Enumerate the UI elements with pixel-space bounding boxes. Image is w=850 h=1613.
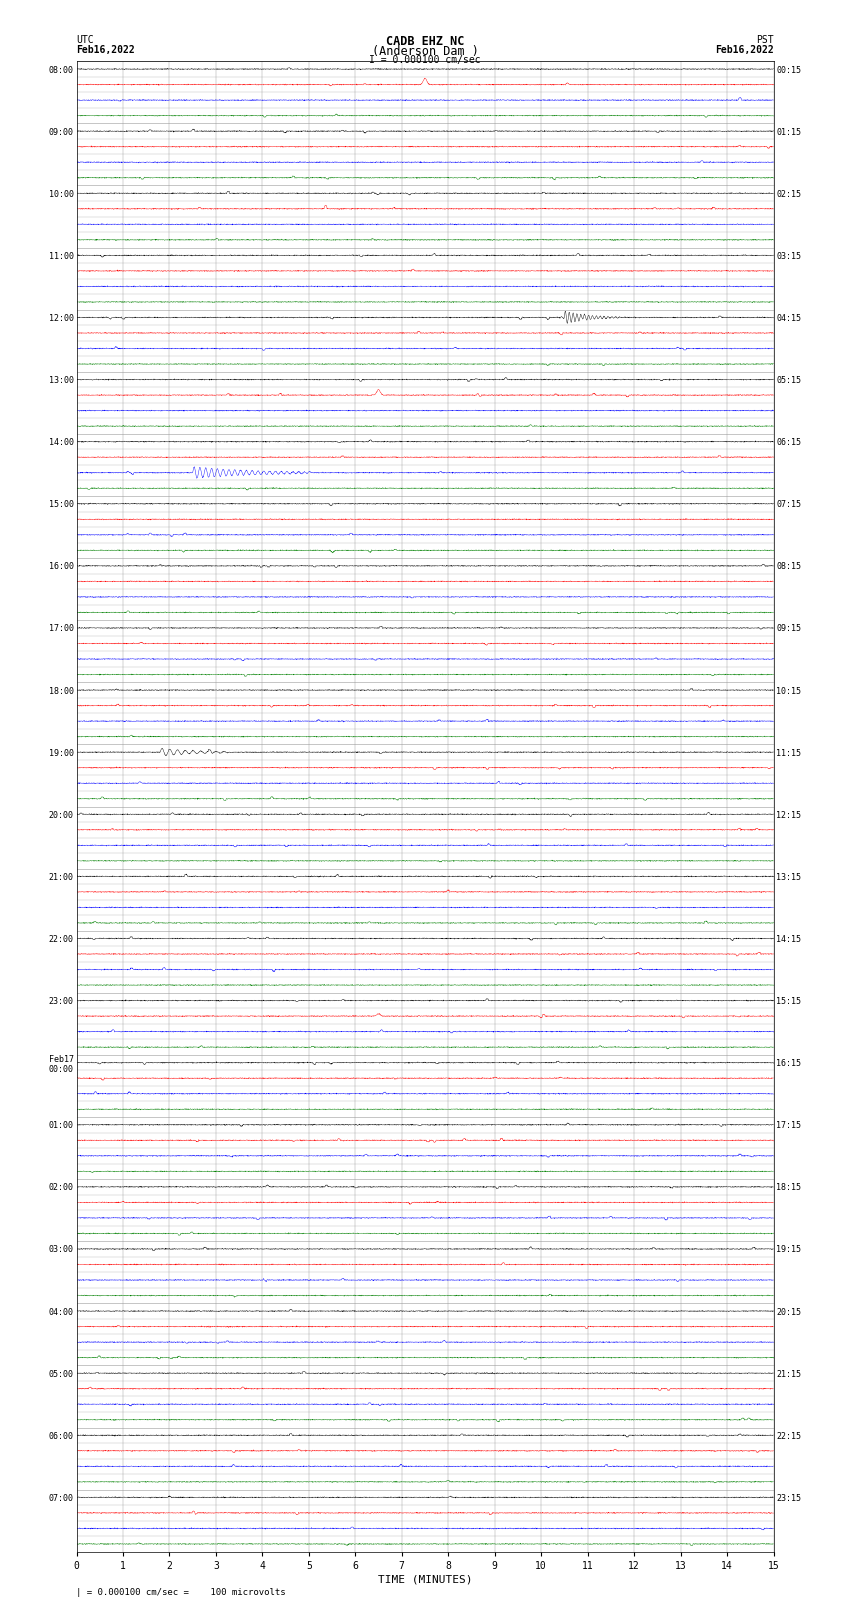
Text: PST: PST — [756, 35, 774, 45]
Text: (Anderson Dam ): (Anderson Dam ) — [371, 45, 479, 58]
Text: I = 0.000100 cm/sec: I = 0.000100 cm/sec — [369, 55, 481, 65]
Text: UTC: UTC — [76, 35, 94, 45]
Text: Feb16,2022: Feb16,2022 — [715, 45, 774, 55]
Text: | = 0.000100 cm/sec =    100 microvolts: | = 0.000100 cm/sec = 100 microvolts — [76, 1587, 286, 1597]
Text: Feb16,2022: Feb16,2022 — [76, 45, 135, 55]
Text: CADB EHZ NC: CADB EHZ NC — [386, 35, 464, 48]
X-axis label: TIME (MINUTES): TIME (MINUTES) — [377, 1574, 473, 1586]
